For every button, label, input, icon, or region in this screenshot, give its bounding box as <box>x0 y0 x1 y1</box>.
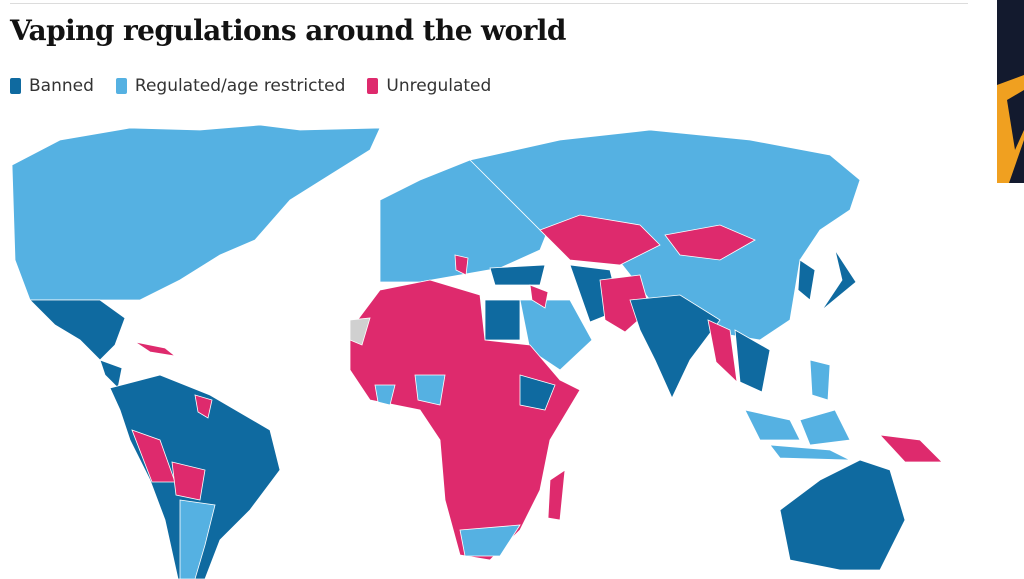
region <box>547 469 566 521</box>
region <box>179 499 216 579</box>
region <box>744 409 801 441</box>
legend-label: Banned <box>29 76 94 96</box>
legend-swatch <box>115 78 127 94</box>
region <box>29 299 126 361</box>
region <box>707 319 738 384</box>
world-map <box>11 124 943 579</box>
region <box>664 224 756 261</box>
region <box>809 359 831 401</box>
top-rule <box>10 3 968 4</box>
region <box>821 249 857 311</box>
region <box>519 299 593 371</box>
region <box>797 259 816 301</box>
region <box>99 359 123 389</box>
region <box>171 461 206 501</box>
region <box>349 317 371 346</box>
region <box>489 264 546 286</box>
region <box>134 341 177 357</box>
region <box>629 294 721 399</box>
region <box>484 299 521 341</box>
region <box>459 524 521 557</box>
region <box>779 459 906 571</box>
region <box>11 124 381 301</box>
legend-item: Unregulated <box>367 76 491 96</box>
legend-label: Unregulated <box>386 76 492 96</box>
legend-item: Banned <box>10 76 94 96</box>
legend-swatch <box>367 78 379 94</box>
legend-swatch <box>10 78 21 94</box>
region <box>194 394 213 419</box>
advert-edge <box>997 0 1024 183</box>
title: Vaping regulations around the world <box>10 14 566 47</box>
region <box>414 374 446 406</box>
legend: Banned Regulated/age restricted Unregulate… <box>10 76 491 96</box>
region <box>769 444 851 461</box>
region <box>529 284 549 309</box>
legend-label: Regulated/age restricted <box>134 76 346 96</box>
legend-item: Regulated/age restricted <box>115 76 346 96</box>
region <box>878 434 943 463</box>
region <box>454 254 469 276</box>
region <box>374 384 396 406</box>
region <box>349 279 581 561</box>
region <box>539 214 661 266</box>
region <box>799 409 851 446</box>
region <box>734 329 771 393</box>
region <box>519 374 556 411</box>
